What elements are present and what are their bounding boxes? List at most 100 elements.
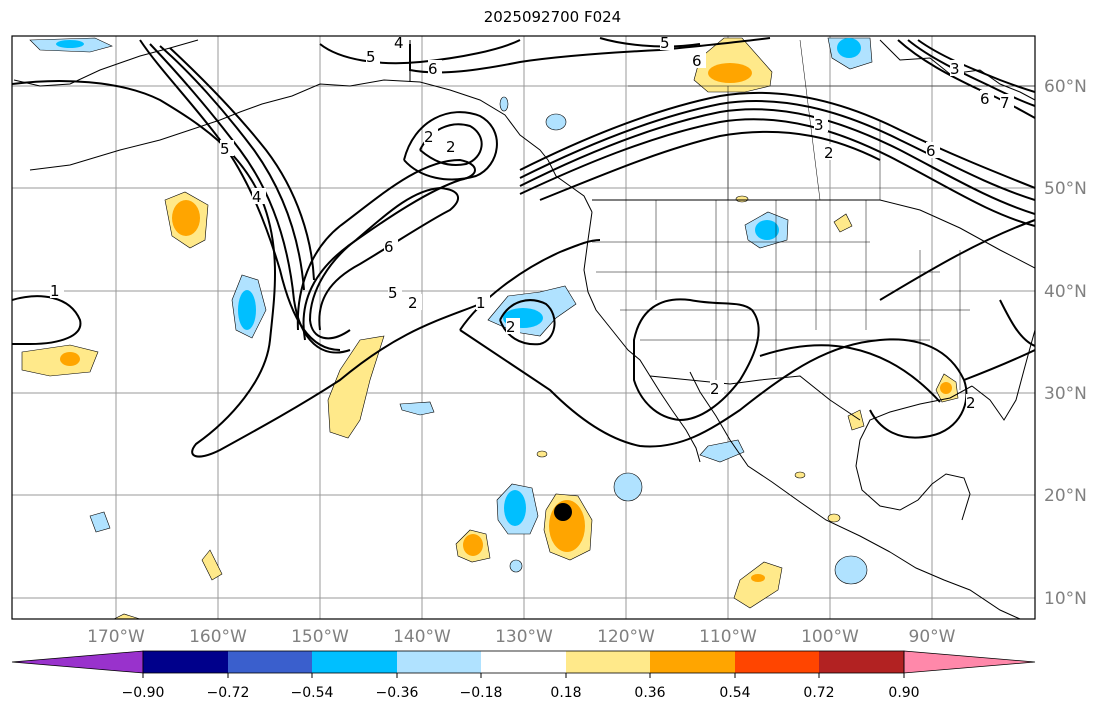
contour-label: 2	[446, 138, 456, 156]
contour-2-east	[963, 349, 1035, 381]
contour-label: 2	[408, 294, 418, 312]
shade-yellow-bottom-left	[113, 613, 141, 619]
shade-yellow-southeast	[733, 561, 783, 609]
colorbar-tick-label: −0.18	[460, 685, 503, 701]
contour-trough-5	[296, 158, 476, 341]
contour-label: 6	[692, 52, 702, 70]
contour-alaska-low	[419, 123, 483, 166]
colorbar-segment	[312, 651, 397, 673]
contour-2-small	[499, 299, 556, 346]
shade-yellow-tiny-3	[827, 513, 841, 523]
contour-label: 6	[428, 60, 438, 78]
shade-blue-central	[238, 290, 256, 330]
contour-label: 6	[384, 238, 394, 256]
contour-jet-2	[519, 100, 1035, 201]
contour-outer-west-5	[169, 47, 315, 281]
contour-1-big	[459, 329, 968, 448]
colorbar-tick-label: 0.54	[719, 685, 750, 701]
lat-tick-label: 50°N	[1044, 179, 1087, 199]
plot-title: 2025092700 F024	[483, 8, 622, 26]
contour-1-west	[12, 295, 82, 345]
colorbar-extend-min	[11, 650, 144, 674]
contour-label: 5	[220, 140, 230, 158]
lon-tick-label: 130°W	[495, 627, 553, 647]
lat-tick-label: 60°N	[1044, 77, 1087, 97]
contour-label: 4	[394, 34, 404, 52]
map-frame	[11, 35, 1036, 620]
contour-jet-1	[519, 91, 1035, 189]
contour-northeast-arc-1	[897, 39, 1035, 119]
contour-northeast-arc-3	[917, 39, 1035, 93]
contour-label: 5	[388, 284, 398, 302]
contour-label: 7	[1000, 94, 1010, 112]
colorbar-tick-label: 0.90	[888, 685, 919, 701]
shade-light-blue-alaska	[499, 96, 509, 112]
coast-baja	[659, 391, 701, 463]
shade-yellow-plains	[833, 213, 853, 233]
contour-label: 3	[814, 116, 824, 134]
shade-light-blue-storm-east	[613, 472, 643, 502]
contour-jet-5	[539, 130, 881, 201]
contour-alaska-low-2	[403, 111, 498, 181]
shade-light-blue-bc	[545, 113, 567, 131]
coast-gulf-of-mexico	[855, 385, 973, 521]
contour-label: 6	[980, 90, 990, 108]
longitude-labels: 170°W 160°W 150°W 140°W 130°W 120°W 110°…	[87, 627, 956, 647]
shade-light-blue-south-mexico	[834, 555, 868, 585]
contour-label: 2	[424, 128, 434, 146]
contour-outer-west-3	[149, 43, 351, 354]
shade-light-blue-mexico	[699, 439, 745, 463]
colorbar-tick-label: −0.54	[291, 685, 334, 701]
contour-jet-3	[519, 108, 1035, 215]
colorbar-tick-label: 0.72	[803, 685, 834, 701]
lat-tick-label: 40°N	[1044, 282, 1087, 302]
shade-light-blue-hawaii-west	[89, 511, 111, 533]
shade-blue-storm-west	[504, 490, 526, 526]
lon-tick-label: 110°W	[699, 627, 757, 647]
contour-northeast-arc-2	[907, 39, 1035, 107]
contour-2-southwest	[633, 298, 760, 422]
contour-label: 6	[926, 142, 936, 160]
lat-tick-label: 10°N	[1044, 589, 1087, 609]
shade-blue-arctic	[837, 38, 861, 58]
lon-tick-label: 140°W	[393, 627, 451, 647]
contour-label: 4	[252, 188, 262, 206]
shade-orange-southeast	[751, 574, 765, 582]
contour-north-5	[319, 39, 521, 65]
contour-label: 1	[50, 282, 60, 300]
shade-orange-gulf	[940, 382, 952, 394]
shade-light-blue-small	[399, 401, 435, 416]
coast-oregon-california	[583, 211, 661, 393]
lon-tick-label: 150°W	[291, 627, 349, 647]
coast-mexico-west	[689, 371, 1021, 619]
colorbar-tick-label: −0.72	[207, 685, 250, 701]
contour-lines	[12, 37, 1035, 458]
contour-label: 2	[824, 144, 834, 162]
border-us-mexico	[649, 375, 861, 421]
shade-yellow-tiny-4	[794, 471, 806, 479]
colorbar-tick-label: −0.90	[122, 685, 165, 701]
lon-tick-label: 90°W	[909, 627, 956, 647]
colorbar-segment	[819, 651, 904, 673]
shade-yellow-hawaii	[201, 549, 223, 581]
contour-label: 3	[950, 60, 960, 78]
shade-orange-canada	[708, 63, 752, 83]
shade-orange-west	[60, 352, 80, 366]
contour-label: 2	[966, 394, 976, 412]
shade-yellow-west	[21, 344, 99, 377]
colorbar-segment	[481, 651, 566, 673]
colorbar-segment	[143, 651, 228, 673]
contour-label: 1	[476, 294, 486, 312]
coast-hudson-labrador	[879, 39, 1035, 101]
contour-label-group: 4 5 6 5 6 3 6 2 6 5 4 3 2 7	[50, 34, 1014, 412]
contour-outer-west-1	[12, 80, 481, 458]
contour-north-5b	[599, 37, 701, 48]
shade-yellow-band	[327, 335, 385, 439]
contour-east-lower	[999, 299, 1035, 347]
lon-tick-label: 120°W	[597, 627, 655, 647]
coast-florida-atlantic	[971, 329, 1035, 421]
colorbar-segment	[650, 651, 735, 673]
storm-center-marker	[554, 503, 572, 521]
colorbar-tick-label: 0.36	[634, 685, 665, 701]
